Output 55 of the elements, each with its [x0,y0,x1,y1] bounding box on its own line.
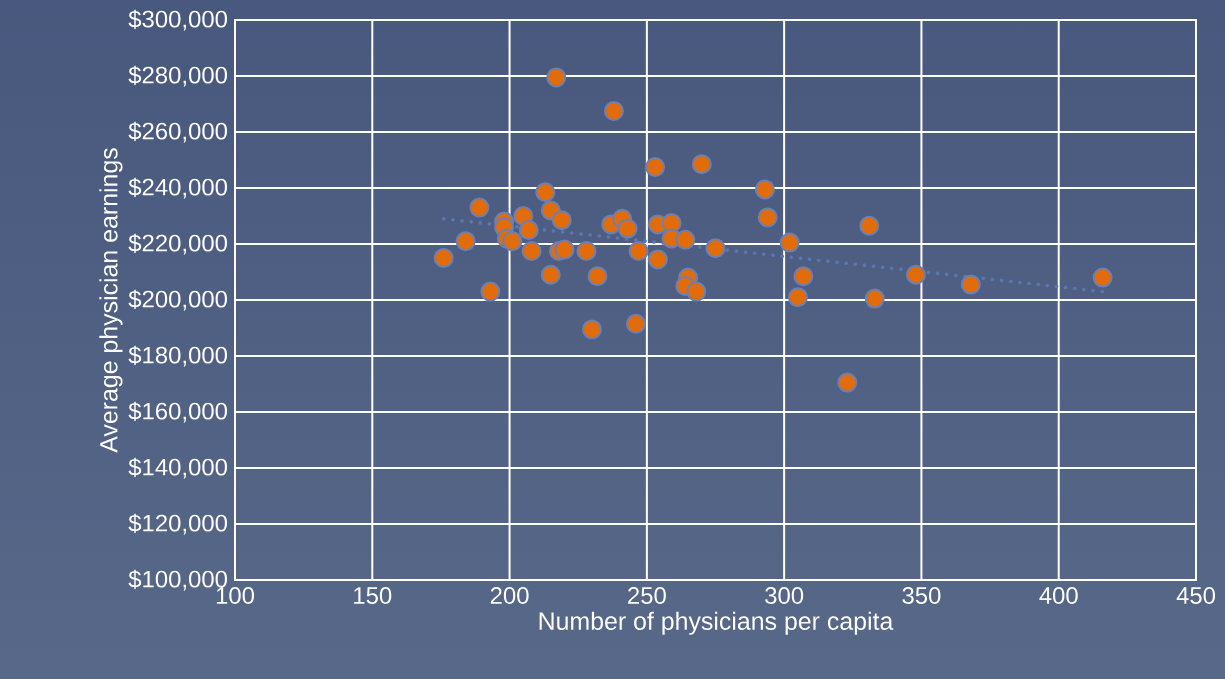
y-tick-label: $180,000 [128,345,228,367]
point [779,232,800,253]
point [455,231,476,252]
point [675,229,696,250]
point [686,281,707,302]
y-tick-label: $300,000 [128,9,228,31]
point [1092,267,1113,288]
point [502,231,523,252]
point [859,215,880,236]
point [521,241,542,261]
point [551,210,572,231]
y-tick-label: $160,000 [128,401,228,423]
point [540,264,561,285]
x-tick-label: 150 [354,587,392,604]
x-tick-label: 250 [628,587,666,604]
point [433,248,454,268]
point [587,266,608,287]
y-tick-label: $280,000 [128,65,228,87]
point [837,372,858,393]
point [647,249,668,270]
point [480,281,501,302]
point [960,274,981,295]
point [617,218,638,239]
point [754,179,775,200]
point [645,157,666,177]
point [905,264,926,285]
point [787,287,808,308]
point [628,241,649,261]
point [757,207,778,228]
point [705,238,726,259]
point [469,197,490,218]
point [793,266,814,287]
point [518,220,539,240]
x-tick-label: 200 [490,587,529,604]
point [625,313,646,334]
x-tick-label: 400 [1039,587,1078,604]
point [576,241,597,261]
x-tick-label: 450 [1176,587,1216,604]
y-tick-label: $140,000 [128,457,228,479]
y-tick-label: $120,000 [128,513,228,535]
point [554,239,575,260]
point [864,288,885,309]
x-tick-label: 350 [902,587,941,604]
point [603,101,624,121]
y-tick-label: $260,000 [128,121,228,143]
x-axis-title: Number of physicians per capita [539,611,894,635]
point [581,319,602,340]
point [691,154,712,175]
point [535,182,556,203]
point [546,67,567,88]
y-tick-label: $200,000 [128,289,228,311]
y-axis-title: Average physician earnings [99,148,123,453]
y-tick-label: $240,000 [128,177,228,199]
y-tick-label: $220,000 [128,233,228,255]
x-tick-label: 300 [765,587,804,604]
